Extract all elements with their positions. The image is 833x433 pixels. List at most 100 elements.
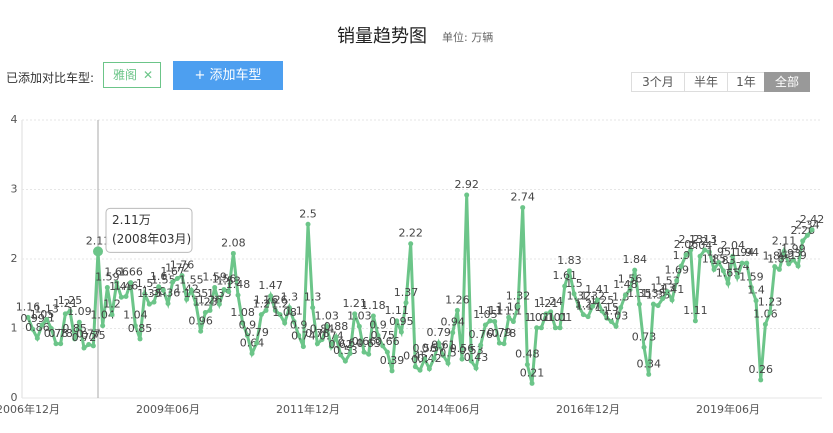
value-label: 1.84 bbox=[622, 253, 647, 266]
point bbox=[282, 320, 288, 326]
value-label: 1.56 bbox=[618, 273, 643, 286]
value-label: 1.26 bbox=[263, 293, 288, 306]
x-tick-label: 2006年12月 bbox=[0, 402, 60, 416]
point bbox=[408, 241, 414, 247]
point bbox=[72, 336, 78, 342]
value-label: 1.93 bbox=[776, 247, 801, 260]
point bbox=[291, 319, 297, 325]
value-label: 0.72 bbox=[72, 331, 97, 344]
point bbox=[352, 311, 358, 317]
value-label: 0.96 bbox=[188, 314, 213, 327]
value-label: 1.21 bbox=[53, 297, 78, 310]
value-label: 1.4 bbox=[747, 284, 765, 297]
point bbox=[184, 296, 190, 302]
value-label: 1.25 bbox=[590, 294, 615, 307]
value-label: 1.45 bbox=[109, 280, 134, 293]
point bbox=[347, 351, 353, 357]
add-button[interactable]: + 添加车型 bbox=[173, 61, 283, 90]
point bbox=[426, 366, 432, 372]
point bbox=[179, 273, 185, 279]
point bbox=[445, 360, 451, 366]
chip-close[interactable]: ✕ bbox=[142, 68, 153, 82]
point bbox=[104, 284, 110, 290]
y-tick-label: 2 bbox=[11, 252, 18, 265]
value-label: 1.41 bbox=[660, 283, 685, 296]
point bbox=[720, 268, 726, 274]
point bbox=[622, 292, 628, 298]
car-chip[interactable]: 雅阁 ✕ bbox=[103, 62, 161, 88]
value-label: 1.94 bbox=[734, 246, 759, 259]
value-label: 0.45 bbox=[403, 350, 428, 363]
value-label: 0.78 bbox=[492, 327, 517, 340]
point bbox=[748, 284, 754, 290]
point bbox=[599, 308, 605, 314]
x-tick-label: 2016年12月 bbox=[556, 402, 620, 416]
point bbox=[389, 368, 395, 374]
value-label: 1.5 bbox=[136, 277, 154, 290]
range-button[interactable]: 半年 bbox=[684, 72, 728, 92]
value-label: 0.48 bbox=[515, 348, 540, 361]
value-label: 1.53 bbox=[655, 275, 680, 288]
point bbox=[520, 205, 526, 211]
value-label: 1.66 bbox=[118, 266, 143, 279]
value-label: 0.77 bbox=[76, 327, 101, 340]
unit: 单位: 万辆 bbox=[442, 31, 494, 44]
point bbox=[30, 326, 36, 332]
value-label: 1.9 bbox=[789, 249, 807, 262]
value-label: 1.56 bbox=[212, 273, 237, 286]
point bbox=[90, 343, 96, 349]
range-button[interactable]: 全部 bbox=[764, 72, 810, 92]
point bbox=[450, 330, 456, 336]
point bbox=[468, 358, 474, 364]
value-label: 1.1 bbox=[285, 305, 303, 318]
range-button[interactable]: 3个月 bbox=[631, 72, 685, 92]
point bbox=[790, 257, 796, 263]
value-label: 0.9 bbox=[239, 318, 257, 331]
value-label: 1.2 bbox=[271, 298, 289, 311]
point bbox=[716, 259, 722, 265]
point bbox=[604, 315, 610, 321]
point bbox=[188, 287, 194, 293]
value-label: 1.85 bbox=[767, 252, 792, 265]
value-label: 1.99 bbox=[781, 243, 806, 256]
point bbox=[412, 364, 418, 370]
point bbox=[338, 352, 344, 358]
point bbox=[34, 335, 40, 341]
value-label: 1.04 bbox=[90, 309, 115, 322]
point bbox=[342, 358, 348, 364]
point bbox=[370, 313, 376, 319]
point bbox=[67, 308, 73, 314]
value-label: 0.78 bbox=[44, 327, 69, 340]
point bbox=[226, 289, 232, 295]
point bbox=[422, 356, 428, 362]
value-label: 1.05 bbox=[473, 308, 498, 321]
point bbox=[366, 351, 372, 357]
point bbox=[515, 303, 521, 309]
compare-label: 已添加对比车型: bbox=[6, 71, 95, 85]
point bbox=[156, 284, 162, 290]
point bbox=[142, 291, 148, 297]
value-label: 1.37 bbox=[394, 286, 419, 299]
point bbox=[590, 303, 596, 309]
point bbox=[314, 341, 320, 347]
point bbox=[478, 342, 484, 348]
value-label: 1.46 bbox=[114, 280, 139, 293]
point bbox=[128, 280, 134, 286]
value-label: 1.26 bbox=[445, 293, 470, 306]
point bbox=[53, 341, 59, 347]
point bbox=[632, 267, 638, 273]
value-label: 2.74 bbox=[510, 191, 535, 204]
point bbox=[753, 298, 759, 304]
point bbox=[767, 310, 773, 316]
point bbox=[762, 321, 768, 327]
point bbox=[674, 278, 680, 284]
value-label: 1.83 bbox=[557, 254, 582, 267]
point bbox=[258, 312, 264, 318]
value-label: 0.95 bbox=[389, 315, 414, 328]
value-label: 0.39 bbox=[380, 354, 405, 367]
value-label: 0.64 bbox=[240, 337, 265, 350]
point bbox=[664, 289, 670, 295]
value-label: 1.15 bbox=[594, 301, 619, 314]
value-label: 1.35 bbox=[137, 287, 162, 300]
value-label: 0.74 bbox=[319, 330, 344, 343]
